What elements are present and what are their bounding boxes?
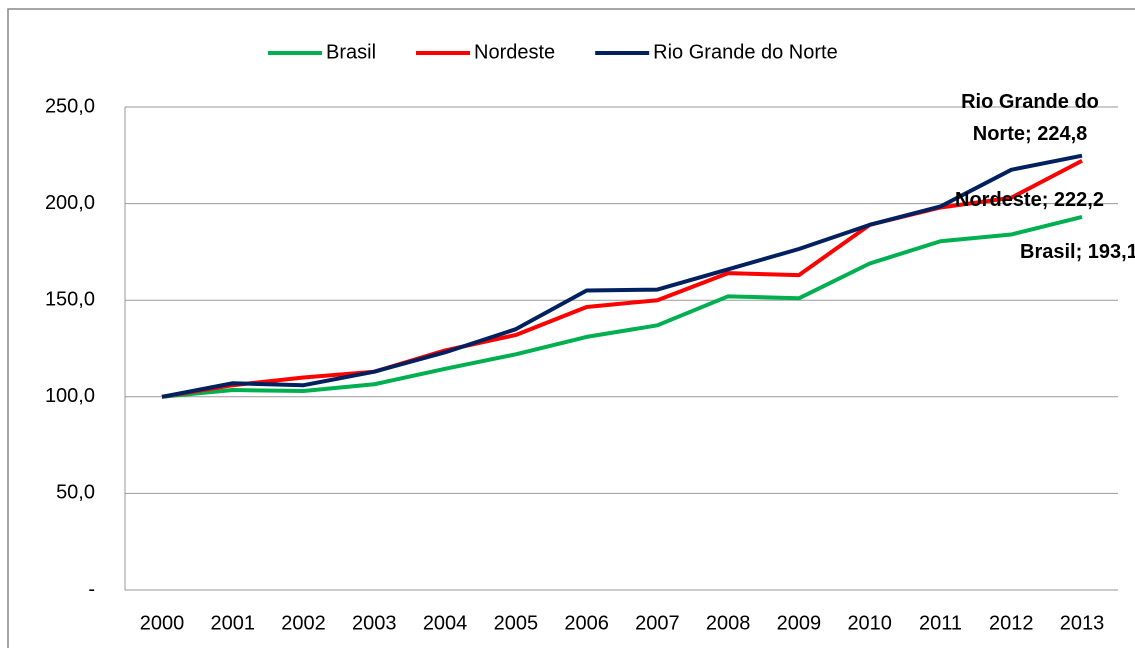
chart-border (7, 8, 1135, 648)
series-line (161, 158, 1083, 399)
x-tick-label: 2005 (494, 612, 539, 634)
series-line (161, 214, 1083, 399)
x-tick-label: 2003 (352, 612, 397, 634)
x-tick-label: 2006 (564, 612, 609, 634)
x-tick-label: 2013 (1060, 612, 1105, 634)
legend-label: Rio Grande do Norte (653, 41, 838, 63)
x-tick-label: 2004 (423, 612, 468, 634)
data-label: Nordeste; 222,2 (955, 189, 1104, 211)
x-tick-label: 2009 (777, 612, 822, 634)
y-tick-label: 50,0 (56, 482, 95, 504)
x-tick-label: 2000 (140, 612, 185, 634)
x-tick-label: 2002 (281, 612, 326, 634)
x-tick-label: 2008 (706, 612, 751, 634)
x-tick-label: 2007 (635, 612, 680, 634)
x-tick-label: 2011 (919, 612, 962, 634)
data-label: Rio Grande do Norte; 224,8 (961, 91, 1099, 145)
x-tick-label: 2001 (211, 612, 256, 634)
y-tick-label: 250,0 (45, 95, 95, 117)
legend-label: Nordeste (474, 41, 555, 63)
y-tick-label: - (88, 578, 95, 600)
x-tick-label: 2010 (847, 612, 892, 634)
series-line (161, 153, 1083, 399)
y-tick-label: 100,0 (45, 385, 95, 407)
y-tick-label: 150,0 (45, 288, 95, 310)
legend-label: Brasil (326, 41, 376, 63)
y-tick-label: 200,0 (45, 192, 95, 214)
x-tick-label: 2012 (989, 612, 1034, 634)
data-label: Brasil; 193,1 (1020, 241, 1135, 263)
